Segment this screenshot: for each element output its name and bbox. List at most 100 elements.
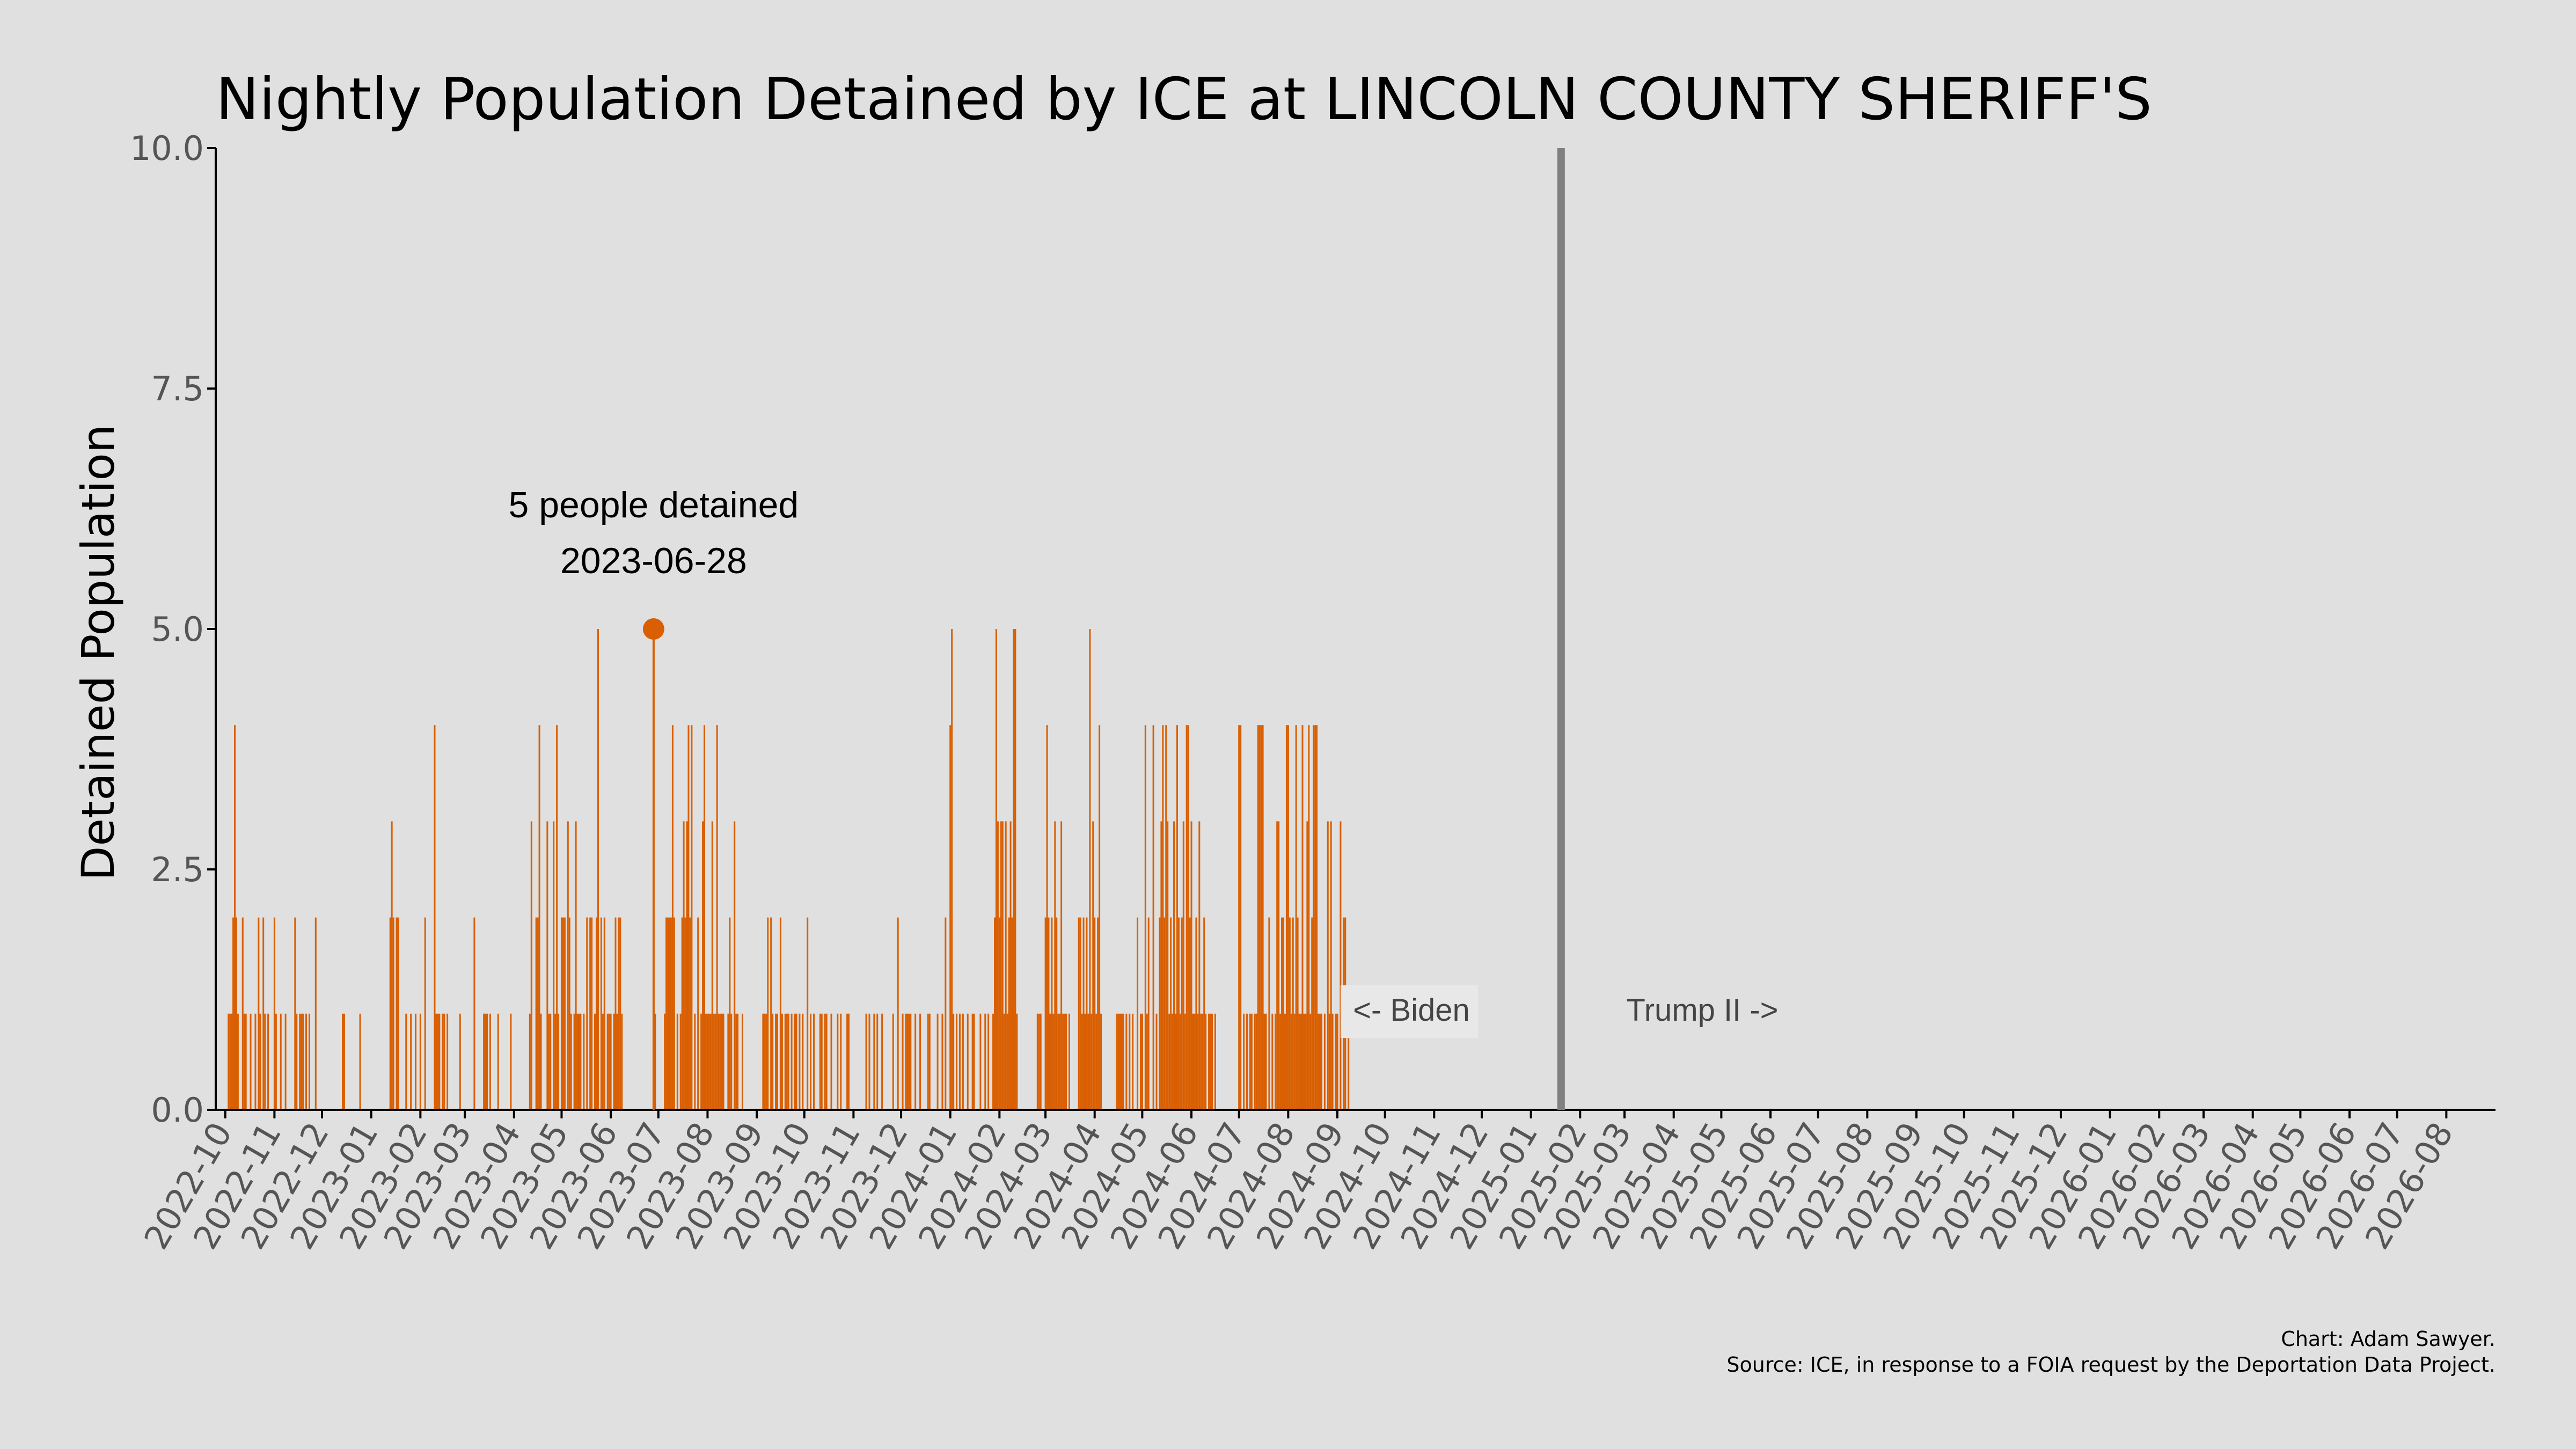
bar <box>1208 1013 1210 1110</box>
bar <box>719 1013 721 1110</box>
bar <box>958 1013 961 1110</box>
bar <box>691 725 693 1110</box>
bar <box>1147 917 1150 1110</box>
bar <box>971 1013 974 1110</box>
bar <box>729 917 731 1110</box>
bar <box>558 1013 560 1110</box>
bar <box>770 917 772 1110</box>
bar <box>735 1013 737 1110</box>
bar <box>1287 725 1289 1110</box>
bar <box>1139 1013 1141 1110</box>
bar <box>570 1013 572 1110</box>
bar <box>1051 917 1053 1110</box>
bar <box>810 1013 812 1110</box>
bar <box>786 1013 788 1110</box>
bar <box>702 821 704 1110</box>
svg-text:<- Biden: <- Biden <box>1353 993 1470 1028</box>
bar <box>275 1013 277 1110</box>
bar <box>424 917 426 1110</box>
bar <box>1056 917 1058 1110</box>
bar <box>694 1013 696 1110</box>
bar <box>392 917 394 1110</box>
bar <box>919 1013 921 1110</box>
bar <box>1211 1013 1213 1110</box>
bar <box>1125 1013 1128 1110</box>
bar <box>1036 1013 1038 1110</box>
bar <box>708 1013 710 1110</box>
highlight-label-count: 5 people detained <box>509 485 799 525</box>
bar <box>1262 725 1264 1110</box>
bar <box>1170 917 1172 1110</box>
bar <box>1117 1013 1119 1110</box>
bar <box>578 1013 580 1110</box>
bar <box>391 821 393 1110</box>
bar <box>762 1013 764 1110</box>
bar <box>1095 1013 1097 1110</box>
bar <box>1184 1013 1186 1110</box>
bar <box>1328 1013 1330 1110</box>
bar <box>510 1013 512 1110</box>
bar <box>1197 1013 1199 1110</box>
bar <box>259 1013 261 1110</box>
bar <box>1078 917 1080 1110</box>
bar <box>1119 1013 1121 1110</box>
bar <box>772 1013 774 1110</box>
bar <box>1330 821 1332 1110</box>
bar <box>928 1013 931 1110</box>
bar <box>1314 725 1316 1110</box>
bar <box>405 1013 407 1110</box>
bar <box>1283 917 1285 1110</box>
y-tick-label: 2.5 <box>151 850 204 889</box>
bar <box>1016 1013 1018 1110</box>
bar <box>1309 1013 1312 1110</box>
bar <box>704 725 706 1110</box>
bar <box>1284 1013 1286 1110</box>
bar <box>1082 917 1085 1110</box>
bar <box>718 1013 720 1110</box>
bar <box>987 1013 990 1110</box>
bar <box>305 1013 308 1110</box>
bar <box>727 1013 729 1110</box>
bar <box>1263 1013 1265 1110</box>
bar <box>1165 725 1167 1110</box>
bar <box>992 1013 994 1110</box>
bar <box>250 1013 252 1110</box>
bar <box>497 1013 499 1110</box>
bar <box>873 1013 875 1110</box>
bar <box>767 917 769 1110</box>
bar <box>676 1013 678 1110</box>
bar <box>1300 1013 1302 1110</box>
bar <box>665 917 668 1110</box>
bar <box>967 1013 969 1110</box>
bar <box>1203 917 1205 1110</box>
bar <box>1185 725 1188 1110</box>
bar <box>343 1013 345 1110</box>
bar <box>485 1013 487 1110</box>
bar <box>1198 821 1201 1110</box>
bar <box>807 917 809 1110</box>
bar <box>1116 1013 1118 1110</box>
bar <box>779 917 781 1110</box>
bar <box>1323 1013 1326 1110</box>
bar <box>550 1013 552 1110</box>
bar <box>734 821 736 1110</box>
bar <box>1146 1013 1148 1110</box>
bar <box>567 821 569 1110</box>
bar <box>1279 1013 1282 1110</box>
y-tick-label: 7.5 <box>151 369 204 408</box>
bar <box>824 1013 826 1110</box>
bar <box>1177 917 1180 1110</box>
bar <box>1340 821 1342 1110</box>
bar <box>280 1013 282 1110</box>
bar <box>583 1013 585 1110</box>
bar <box>995 629 997 1110</box>
bar <box>1331 1013 1334 1110</box>
bar <box>683 821 685 1110</box>
bar <box>556 725 558 1110</box>
bar <box>953 1013 955 1110</box>
bar <box>1163 917 1166 1110</box>
bar <box>540 1013 542 1110</box>
bar <box>606 1013 609 1110</box>
bar <box>596 917 597 1110</box>
